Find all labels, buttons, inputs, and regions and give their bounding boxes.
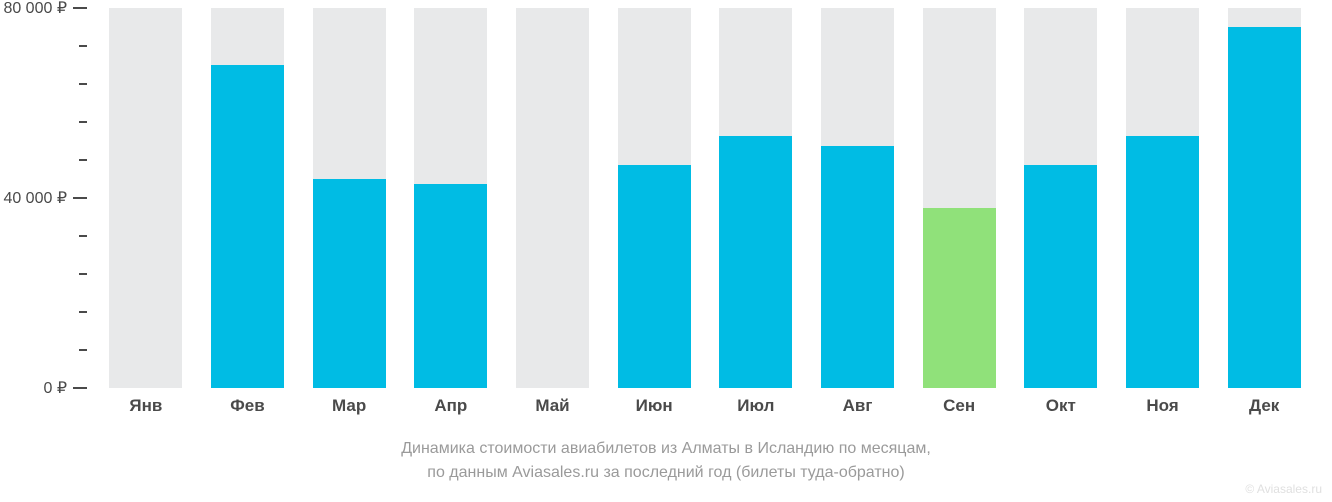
x-axis: Янв Фев Мар Апр Май Июн Июл Авг Сен Окт Ноя Дек xyxy=(95,396,1315,426)
x-axis-label: Фев xyxy=(230,396,264,416)
x-axis-label: Июл xyxy=(737,396,774,416)
chart-caption-line2: по данным Aviasales.ru за последний год … xyxy=(0,464,1332,482)
bar-slot xyxy=(109,8,182,388)
bar-slot xyxy=(1228,8,1301,388)
bar-slot xyxy=(313,8,386,388)
x-axis-label: Дек xyxy=(1249,396,1279,416)
bar-slot xyxy=(1126,8,1199,388)
bar-value xyxy=(1228,27,1301,388)
bar-value xyxy=(719,136,792,388)
price-chart: 0 ₽40 000 ₽80 000 ₽ ЯнвФевМарАпрМайИюнИю… xyxy=(0,0,1332,502)
y-axis-tick xyxy=(73,7,87,9)
y-axis-minor-tick xyxy=(79,235,87,237)
bar-slot xyxy=(1024,8,1097,388)
bar-value xyxy=(313,179,386,388)
bar-slot xyxy=(618,8,691,388)
bar-value xyxy=(1024,165,1097,388)
plot-area xyxy=(95,8,1315,388)
bar-slot xyxy=(719,8,792,388)
x-axis-label: Апр xyxy=(434,396,467,416)
bar-slot xyxy=(821,8,894,388)
x-axis-label: Май xyxy=(535,396,569,416)
x-axis-label: Авг xyxy=(843,396,873,416)
y-axis: 0 ₽40 000 ₽80 000 ₽ xyxy=(0,8,95,388)
bar-slot xyxy=(516,8,589,388)
bar-value xyxy=(414,184,487,388)
x-axis-label: Мар xyxy=(332,396,366,416)
bar-value xyxy=(1126,136,1199,388)
bar-value xyxy=(923,208,996,389)
y-axis-label: 0 ₽ xyxy=(43,378,67,398)
y-axis-minor-tick xyxy=(79,159,87,161)
y-axis-minor-tick xyxy=(79,121,87,123)
bar-background xyxy=(109,8,182,388)
bar-value xyxy=(211,65,284,388)
bar-value xyxy=(618,165,691,388)
y-axis-label: 80 000 ₽ xyxy=(3,0,67,18)
x-axis-label: Ноя xyxy=(1146,396,1178,416)
bar-slot xyxy=(414,8,487,388)
x-axis-label: Июн xyxy=(636,396,673,416)
x-axis-label: Окт xyxy=(1046,396,1076,416)
bar-background xyxy=(516,8,589,388)
chart-caption-line1: Динамика стоимости авиабилетов из Алматы… xyxy=(0,440,1332,458)
x-axis-label: Янв xyxy=(129,396,162,416)
bar-value xyxy=(821,146,894,388)
bar-slot xyxy=(923,8,996,388)
bar-slot xyxy=(211,8,284,388)
y-axis-minor-tick xyxy=(79,83,87,85)
y-axis-minor-tick xyxy=(79,273,87,275)
y-axis-minor-tick xyxy=(79,311,87,313)
y-axis-label: 40 000 ₽ xyxy=(3,188,67,208)
y-axis-minor-tick xyxy=(79,349,87,351)
watermark: © Aviasales.ru xyxy=(1245,482,1322,496)
y-axis-minor-tick xyxy=(79,45,87,47)
x-axis-label: Сен xyxy=(943,396,975,416)
y-axis-tick xyxy=(73,197,87,199)
y-axis-tick xyxy=(73,387,87,389)
